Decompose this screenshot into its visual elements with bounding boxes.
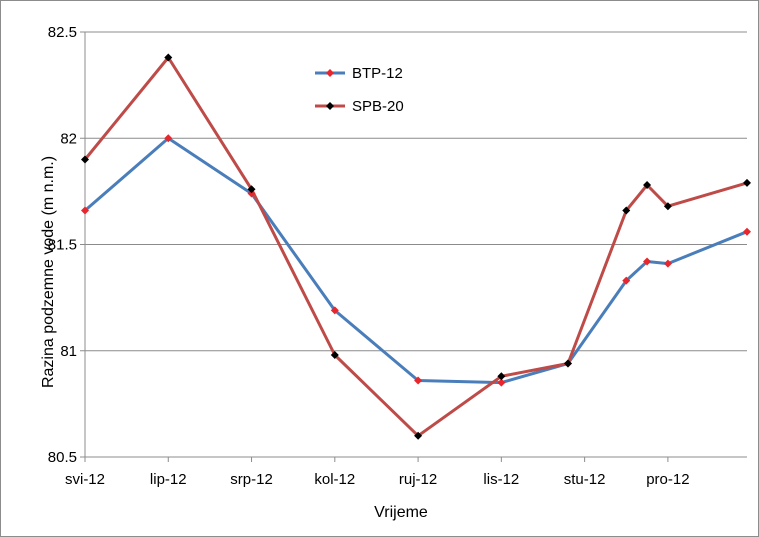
y-tick-label: 82.5 bbox=[48, 24, 77, 41]
legend-label-spb-20: SPB-20 bbox=[352, 98, 404, 115]
data-point-spb-20 bbox=[563, 359, 572, 368]
data-point-btp-12 bbox=[330, 306, 339, 315]
y-tick-label: 81.5 bbox=[48, 237, 77, 254]
axes bbox=[80, 31, 747, 462]
data-point-btp-12 bbox=[643, 257, 652, 266]
legend: BTP-12 SPB-20 bbox=[315, 65, 404, 115]
tick-labels: 80.5 81 81.5 82 82.5 svi-12 lip-12 srp-12 kol-12… bbox=[48, 24, 690, 488]
data-point-btp-12 bbox=[743, 227, 751, 236]
y-tick-label: 82 bbox=[60, 130, 77, 147]
data-point-spb-20 bbox=[622, 206, 631, 215]
data-point-spb-20 bbox=[497, 372, 506, 381]
data-point-spb-20 bbox=[164, 53, 173, 62]
x-axis-title: Vrijeme bbox=[374, 504, 428, 521]
legend-label-btp-12: BTP-12 bbox=[352, 65, 403, 82]
data-point-spb-20 bbox=[743, 178, 751, 187]
x-tick-label: kol-12 bbox=[314, 471, 355, 488]
gridlines bbox=[85, 31, 747, 352]
x-tick-label: svi-12 bbox=[65, 471, 105, 488]
y-tick-label: 81 bbox=[60, 343, 77, 360]
data-point-btp-12 bbox=[247, 189, 256, 198]
data-point-spb-20 bbox=[414, 431, 423, 440]
legend-marker-spb-20 bbox=[326, 102, 334, 110]
data-point-btp-12 bbox=[497, 378, 506, 387]
data-point-btp-12 bbox=[414, 376, 423, 385]
data-point-btp-12 bbox=[622, 276, 631, 285]
y-tick-label: 80.5 bbox=[48, 449, 77, 466]
data-point-btp-12 bbox=[164, 134, 173, 143]
x-tick-label: ruj-12 bbox=[399, 471, 437, 488]
x-tick-label: lip-12 bbox=[150, 471, 187, 488]
data-point-btp-12 bbox=[663, 259, 672, 268]
x-tick-label: lis-12 bbox=[483, 471, 519, 488]
x-tick-label: stu-12 bbox=[564, 471, 606, 488]
data-point-spb-20 bbox=[81, 155, 89, 164]
legend-marker-btp-12 bbox=[326, 69, 334, 77]
data-point-spb-20 bbox=[247, 185, 256, 194]
data-point-spb-20 bbox=[330, 351, 339, 359]
y-axis-title: Razina podzemne vode (m n.m.) bbox=[40, 156, 57, 388]
x-tick-label: pro-12 bbox=[646, 471, 689, 488]
data-point-spb-20 bbox=[663, 202, 672, 211]
series-markers bbox=[81, 53, 751, 440]
data-point-spb-20 bbox=[643, 181, 652, 189]
x-tick-label: srp-12 bbox=[230, 471, 273, 488]
data-point-btp-12 bbox=[81, 206, 89, 215]
